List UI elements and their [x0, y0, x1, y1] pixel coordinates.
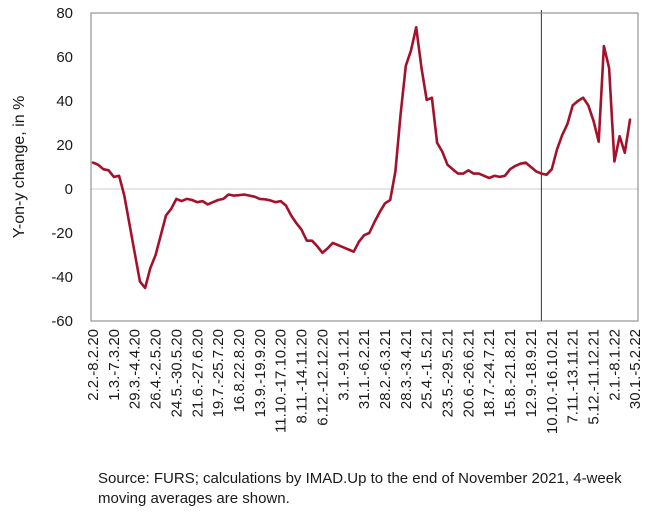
- x-tick-label: 31.1.-6.2.21: [356, 329, 373, 409]
- y-tick-label: 60: [56, 49, 73, 66]
- x-tick-label: 21.6.-27.6.20: [189, 329, 206, 417]
- y-tick-label: 40: [56, 93, 73, 110]
- x-tick-label: 7.11.-13.11.21: [565, 329, 582, 424]
- x-tick-label: 12.9.-18.9.21: [523, 329, 540, 417]
- x-tick-label: 13.9.-19.9.20: [252, 329, 269, 417]
- x-tick-label: 2.1.-8.1.22: [606, 329, 623, 401]
- y-axis-title: Y-on-y change, in %: [11, 96, 28, 239]
- x-tick-label: 20.6.-26.6.21: [460, 329, 477, 417]
- x-tick-label: 11.10.-17.10.20: [273, 329, 290, 433]
- x-tick-label: 18.7.-24.7.21: [481, 329, 498, 417]
- x-tick-label: 29.3.-4.4.20: [127, 329, 144, 409]
- x-tick-label: 5.12.-11.12.21: [586, 329, 603, 425]
- x-tick-label: 28.3.-3.4.21: [398, 329, 415, 409]
- y-tick-label: -40: [51, 269, 73, 286]
- x-tick-label: 2.2.-8.2.20: [85, 329, 102, 401]
- x-tick-label: 10.10.-16.10.21: [544, 329, 561, 434]
- y-tick-label: 20: [56, 137, 73, 154]
- x-tick-label: 24.5.-30.5.20: [168, 329, 185, 417]
- x-tick-label: 23.5.-29.5.21: [440, 329, 457, 417]
- x-tick-label: 25.4.-1.5.21: [419, 329, 436, 409]
- line-chart: Y-on-y change, in % -60 -40 -20 0 20 40 60 80 2…: [11, 5, 644, 434]
- plot-frame: [90, 12, 639, 322]
- x-tick-label: 30.1.-5.2.22: [627, 329, 644, 409]
- y-tick-label: -60: [51, 313, 73, 330]
- x-tick-label: 19.7.-25.7.20: [210, 329, 227, 417]
- x-tick-label: 1.3.-7.3.20: [106, 329, 123, 401]
- x-tick-label: 15.8.-21.8.21: [502, 329, 519, 417]
- y-tick-label: 80: [56, 5, 73, 22]
- x-tick-label: 16.8.22.8.20: [231, 329, 248, 412]
- y-axis-tick-labels: -60 -40 -20 0 20 40 60 80: [51, 5, 73, 330]
- source-note: Source: FURS; calculations by IMAD.Up to…: [98, 470, 622, 507]
- x-tick-label: 26.4.-2.5.20: [148, 329, 165, 409]
- x-tick-label: 28.2.-6.3.21: [377, 329, 394, 409]
- x-tick-label: 8.11.-14.11.20: [294, 329, 311, 424]
- y-axis-title-group: Y-on-y change, in %: [11, 96, 28, 239]
- x-tick-label: 6.12.-12.12.20: [314, 329, 331, 426]
- x-axis-tick-labels: 2.2.-8.2.20 1.3.-7.3.20 29.3.-4.4.20 26.4.-…: [85, 329, 644, 434]
- series-line: [91, 26, 632, 290]
- y-tick-label: 0: [65, 181, 73, 198]
- x-tick-label: 3.1.-9.1.21: [335, 329, 352, 401]
- y-tick-label: -20: [51, 225, 73, 242]
